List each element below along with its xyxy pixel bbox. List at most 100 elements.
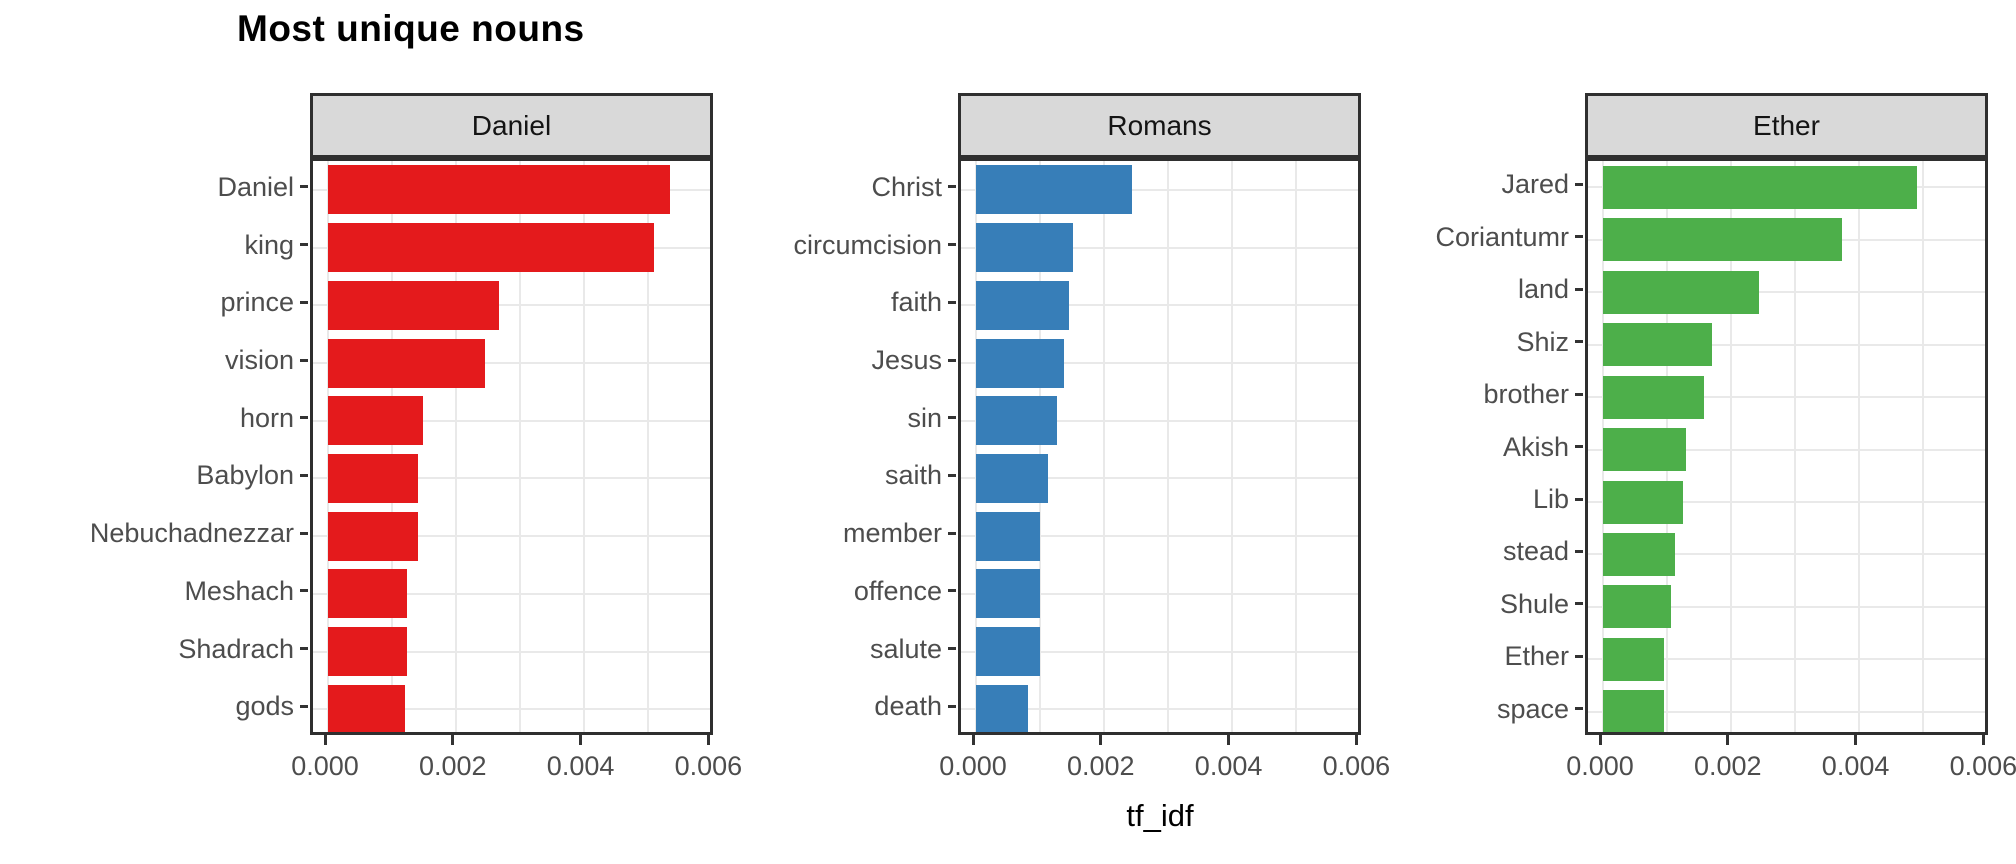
bar [328,569,407,619]
minor-gridline [647,161,649,732]
major-gridline [313,708,710,711]
minor-gridline [1922,161,1924,732]
bar [1603,428,1687,471]
x-tick-label: 0.000 [1566,751,1634,781]
bar [328,684,406,732]
y-tick-mark [948,358,956,362]
bar [328,627,407,676]
major-gridline [961,304,1358,307]
y-axis-label: king [244,229,294,260]
bar [328,396,423,446]
major-gridline [1588,396,1985,398]
y-axis-label: Shadrach [178,633,294,664]
major-gridline [961,592,1358,595]
major-gridline [313,419,710,422]
major-gridline [1857,161,1860,732]
y-tick-mark [1575,445,1583,448]
major-gridline [961,535,1358,538]
x-tick-mark [1099,735,1103,745]
bar [1603,532,1676,576]
x-tick-label: 0.004 [1194,751,1263,781]
major-gridline [1230,161,1233,732]
x-tick-mark [971,735,975,745]
y-axis-label: Babylon [196,460,294,491]
major-gridline [1729,161,1732,732]
major-gridline [961,708,1358,711]
y-axis-label: prince [220,287,294,318]
y-tick-mark [948,416,956,420]
y-axis-label: Daniel [217,171,294,202]
x-tick-label: 0.002 [1067,751,1135,781]
bar [328,338,485,388]
y-axis-label: circumcision [793,229,942,260]
minor-gridline [519,161,521,732]
y-axis-label: Nebuchadnezzar [89,518,294,549]
bar [1603,165,1917,209]
y-tick-mark [948,243,956,246]
minor-gridline [1295,161,1297,732]
major-gridline [961,246,1358,249]
y-axis-label: Jared [1501,169,1569,200]
y-tick-mark [300,416,308,420]
y-tick-mark [300,589,308,593]
major-gridline [961,650,1358,653]
x-tick-mark [451,735,455,745]
bar [976,511,1040,561]
y-axis-label: death [874,691,942,722]
facet-panel [958,158,1361,735]
bar [1603,480,1683,524]
major-gridline [1588,501,1985,503]
facet-strip-label: Ether [1753,109,1820,141]
major-gridline [1588,710,1985,713]
bar [328,511,418,561]
bar [328,223,654,273]
x-tick-label: 0.006 [1322,751,1391,781]
y-tick-mark [948,704,956,708]
bar [328,453,418,503]
y-axis-label: horn [239,402,294,433]
y-tick-mark [1575,654,1583,658]
major-gridline [1102,161,1105,732]
y-axis-label: Akish [1502,431,1569,462]
y-tick-mark [1575,340,1583,344]
y-tick-mark [948,185,956,189]
facet-strip: Romans [958,93,1361,158]
minor-gridline [1039,161,1041,732]
y-tick-mark [300,704,308,708]
x-tick-mark [1227,735,1231,745]
major-gridline [961,477,1358,480]
major-gridline [582,161,585,732]
y-axis-label: gods [235,691,294,722]
y-tick-mark [1575,182,1583,186]
facet-strip-label: Daniel [471,109,552,141]
major-gridline [1588,605,1985,608]
major-gridline [1588,291,1985,294]
bar [976,396,1058,446]
y-axis-label: member [842,518,942,549]
x-tick-mark [1981,735,1985,745]
y-tick-mark [948,647,956,650]
y-axis-label: Shiz [1516,326,1569,357]
bar [1603,270,1759,314]
y-tick-mark [1575,549,1583,553]
x-axis-title: tf_idf [1126,798,1194,833]
x-tick-label: 0.000 [939,751,1007,781]
minor-gridline [1794,161,1796,732]
y-axis-label: Shule [1499,588,1569,619]
bar [976,453,1048,503]
y-tick-mark [948,300,956,304]
bar [328,165,670,215]
y-tick-mark [300,473,308,477]
bar [976,627,1040,676]
y-axis-label: stead [1502,536,1569,567]
x-tick-label: 0.006 [1949,751,2016,781]
major-gridline [454,161,457,732]
x-tick-mark [1854,735,1858,745]
major-gridline [1985,161,1987,732]
x-tick-label: 0.006 [674,751,743,781]
x-tick-label: 0.000 [291,751,359,781]
y-axis-label: Coriantumr [1435,221,1569,252]
x-tick-mark [1726,735,1730,745]
x-tick-mark [1354,735,1358,745]
